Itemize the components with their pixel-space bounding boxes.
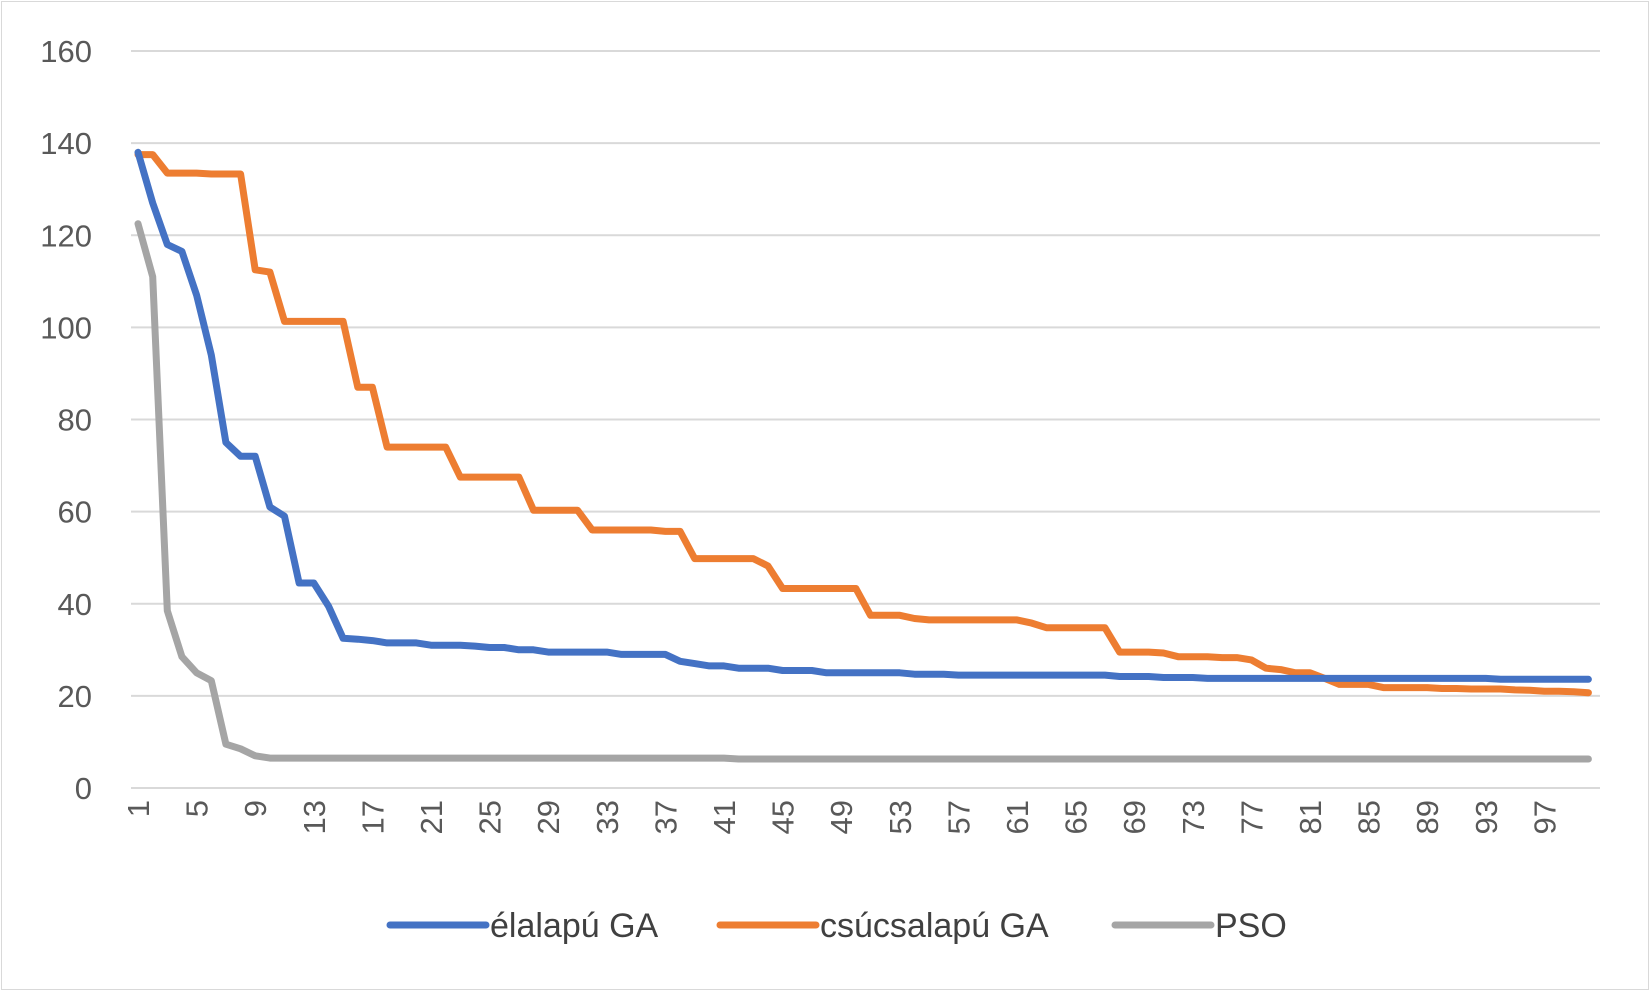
x-tick-label: 33 [590, 800, 625, 834]
y-tick-label: 40 [58, 587, 92, 622]
x-tick-label: 1 [121, 800, 156, 817]
x-axis-tick-labels: 1 5 9 13 17 21 25 29 33 37 41 45 49 53 57 61 65 69 73 77 81 8… [121, 800, 1562, 834]
x-tick-label: 77 [1234, 800, 1269, 834]
x-tick-label: 73 [1176, 800, 1211, 834]
y-tick-label: 20 [58, 679, 92, 714]
x-tick-label: 17 [355, 800, 390, 834]
x-tick-label: 45 [766, 800, 801, 834]
x-tick-label: 61 [1000, 800, 1035, 834]
x-tick-label: 93 [1469, 800, 1504, 834]
x-tick-label: 5 [180, 800, 215, 817]
x-tick-label: 57 [941, 800, 976, 834]
x-tick-label: 9 [238, 800, 273, 817]
legend-label: PSO [1215, 907, 1287, 945]
y-axis-tick-labels: 0 20 40 60 80 100 120 140 160 [40, 34, 92, 806]
y-tick-label: 60 [58, 495, 92, 530]
x-tick-label: 21 [414, 800, 449, 834]
y-tick-label: 100 [40, 310, 92, 345]
x-tick-label: 89 [1410, 800, 1445, 834]
series-lines [134, 148, 1592, 763]
x-tick-label: 65 [1059, 800, 1094, 834]
x-tick-label: 13 [297, 800, 332, 834]
x-tick-label: 53 [883, 800, 918, 834]
x-tick-label: 85 [1352, 800, 1387, 834]
series-line-csúcsalapú-ga [134, 151, 1592, 697]
legend-label: csúcsalapú GA [820, 907, 1049, 945]
x-tick-label: 97 [1527, 800, 1562, 834]
x-tick-label: 37 [648, 800, 683, 834]
x-tick-label: 69 [1117, 800, 1152, 834]
x-tick-label: 49 [824, 800, 859, 834]
y-tick-label: 140 [40, 126, 92, 161]
y-tick-label: 80 [58, 403, 92, 438]
x-tick-label: 41 [707, 800, 742, 834]
y-tick-label: 0 [75, 771, 92, 806]
y-tick-label: 160 [40, 34, 92, 69]
y-tick-label: 120 [40, 218, 92, 253]
series-line-pso [134, 220, 1592, 763]
x-tick-label: 29 [531, 800, 566, 834]
gridlines [131, 50, 1600, 789]
x-tick-label: 81 [1293, 800, 1328, 834]
legend: élalapú GA csúcsalapú GA PSO [386, 907, 1287, 945]
series-line-élalapú-ga [134, 148, 1592, 683]
x-tick-label: 25 [473, 800, 508, 834]
legend-label: élalapú GA [490, 907, 659, 945]
